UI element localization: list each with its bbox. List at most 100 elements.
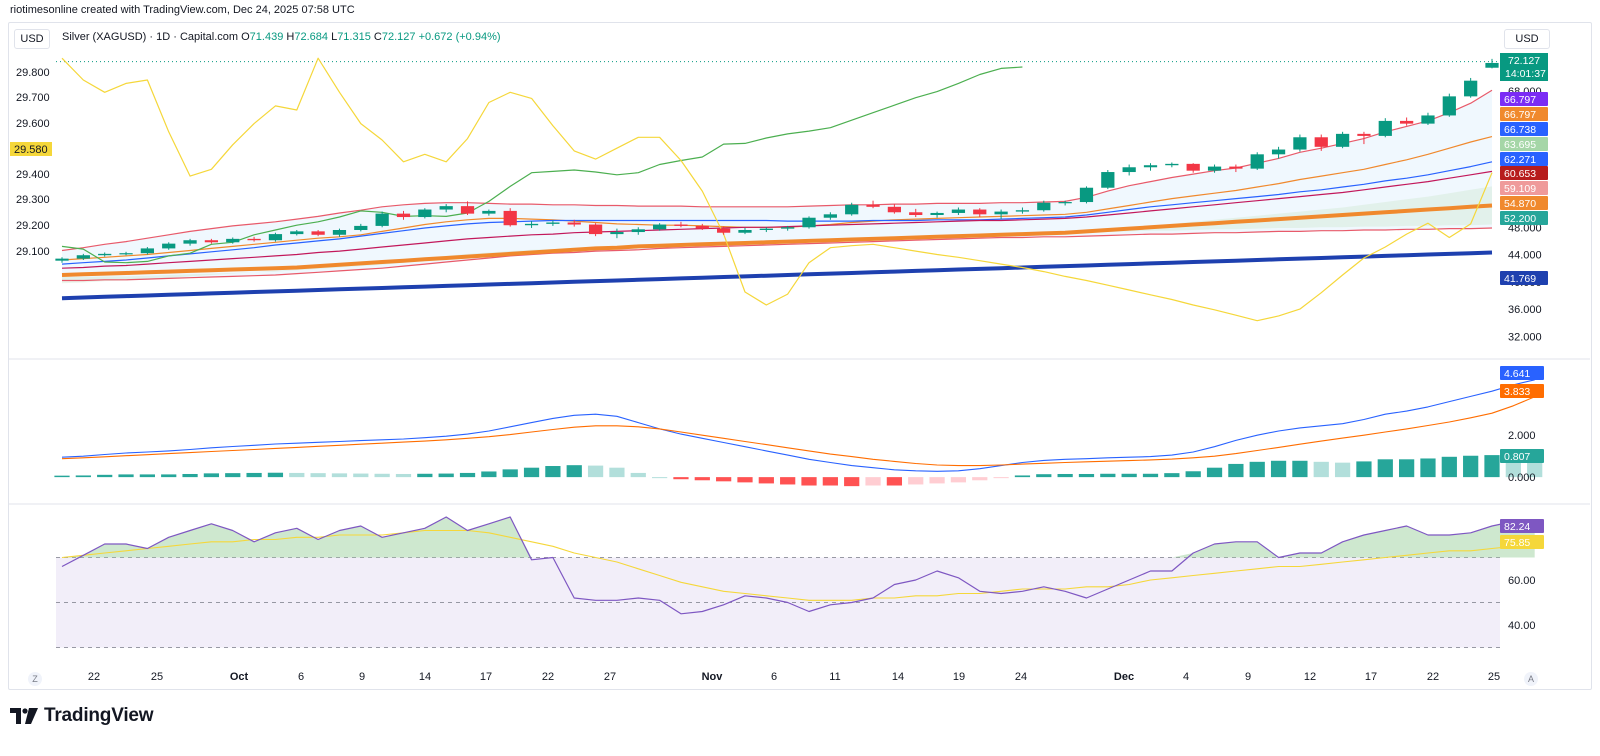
macd-axis-tick: 0.000 xyxy=(1508,472,1536,484)
ohlc-open: O71.439 xyxy=(241,31,284,43)
macd-signal-line xyxy=(61,396,1535,467)
macd-histogram-bar xyxy=(1441,456,1457,478)
candle-body xyxy=(332,230,347,235)
macd-histogram-bar xyxy=(1399,459,1415,478)
macd-histogram-bar xyxy=(929,477,945,484)
time-axis-tick: 17 xyxy=(480,671,492,683)
series-line-long-ma xyxy=(61,203,1493,277)
time-axis-tick: 22 xyxy=(1427,671,1439,683)
time-axis-tick: Dec xyxy=(1114,671,1134,683)
chart-canvas[interactable]: 29.80029.70029.60029.50029.40029.30029.2… xyxy=(0,0,1600,690)
macd-histogram-bar xyxy=(1377,459,1393,478)
candle-body xyxy=(1357,133,1371,136)
macd-histogram-bar xyxy=(502,469,518,478)
macd-histogram-bar xyxy=(459,472,476,478)
candle-body xyxy=(887,206,902,213)
candle-body xyxy=(588,224,603,235)
candle-body xyxy=(204,240,219,243)
candle-body xyxy=(1015,210,1030,212)
auto-scale-button[interactable]: A xyxy=(1524,672,1538,686)
left-axis-tick: 29.400 xyxy=(16,169,50,181)
macd-histogram-bar xyxy=(1249,461,1265,478)
macd-histogram-bar xyxy=(886,477,903,486)
price-tag-bg xyxy=(1500,196,1548,210)
price-tag-bg xyxy=(1500,122,1548,136)
left-axis-tick: 29.300 xyxy=(16,194,50,206)
price-tag: 41.769 xyxy=(1504,273,1536,285)
macd-histogram-bar xyxy=(545,466,561,478)
candle-body xyxy=(674,224,688,226)
macd-histogram-bar xyxy=(908,477,924,485)
price-tag: 66.738 xyxy=(1504,124,1536,136)
left-axis-tick: 29.200 xyxy=(16,220,50,232)
symbol-legend: Silver (XAGUSD) · 1D · Capital.com O71.4… xyxy=(62,31,501,43)
candle-body xyxy=(1400,120,1414,124)
last-price-tag: 72.127 xyxy=(1508,55,1540,67)
time-axis-tick: 27 xyxy=(604,671,616,683)
macd-histogram-bar xyxy=(1036,474,1052,478)
time-axis-tick: 11 xyxy=(829,671,840,683)
candle-body xyxy=(823,214,837,218)
candle-body xyxy=(1293,137,1307,150)
time-axis-tick: 25 xyxy=(1488,671,1500,683)
macd-histogram-bar xyxy=(523,467,540,478)
time-axis-tick: 14 xyxy=(419,671,431,683)
currency-button-left[interactable]: USD xyxy=(14,29,50,49)
candle-body xyxy=(994,211,1008,215)
series-line-yellow-overlay xyxy=(61,57,1493,322)
macd-histogram-bar xyxy=(1142,473,1159,478)
candle-body xyxy=(140,248,154,254)
series-line-bollinger-lower xyxy=(62,227,1493,282)
candle-body xyxy=(1101,172,1115,188)
macd-histogram-bar xyxy=(1356,461,1372,478)
macd-histogram-bar xyxy=(481,471,497,478)
candle-body xyxy=(1229,166,1243,169)
macd-histogram-bar xyxy=(1078,473,1095,478)
candle-body xyxy=(1378,120,1392,136)
candle-body xyxy=(1165,163,1179,166)
price-tag: 59.109 xyxy=(1504,183,1536,195)
macd-histogram-bar xyxy=(374,473,390,478)
price-tag-bg xyxy=(1500,92,1548,106)
candle-body xyxy=(1271,149,1286,155)
candle-body xyxy=(1250,154,1264,169)
candle-body xyxy=(781,227,795,229)
ohlc-high: H72.684 xyxy=(286,31,328,43)
candle-body xyxy=(1079,187,1094,203)
tradingview-wordmark: TradingView xyxy=(44,705,154,726)
price-tag: 54.870 xyxy=(1504,198,1536,210)
macd-histogram-bar xyxy=(716,477,732,482)
ohlc-low: L71.315 xyxy=(331,31,371,43)
candle-body xyxy=(717,228,731,233)
macd-histogram-bar xyxy=(822,477,838,486)
zoom-z-button[interactable]: Z xyxy=(28,672,42,686)
price-tag-bg xyxy=(1500,211,1548,225)
time-axis-tick: 9 xyxy=(359,671,365,683)
macd-histogram-bar xyxy=(1334,462,1351,478)
series-line-mid-ma xyxy=(61,161,1493,265)
candle-body xyxy=(268,234,283,241)
macd-histogram-bar xyxy=(310,473,326,478)
macd-histogram-bar xyxy=(844,477,860,487)
time-axis-tick: Nov xyxy=(702,671,724,683)
left-axis-tick: 29.600 xyxy=(16,118,50,130)
candle-body xyxy=(738,230,752,233)
candle-body xyxy=(1421,115,1435,124)
time-axis-tick: 25 xyxy=(151,671,163,683)
macd-line xyxy=(61,379,1535,472)
series-line-slow-ma xyxy=(61,170,1493,269)
macd-histogram-bar xyxy=(139,474,155,478)
price-tag-bg xyxy=(1500,271,1548,285)
candle-body xyxy=(98,253,112,256)
candle-body xyxy=(845,204,859,215)
right-axis-tick: 44.000 xyxy=(1508,250,1542,262)
macd-value-tag-bg xyxy=(1500,449,1544,463)
price-tag-bg xyxy=(1500,137,1548,151)
time-axis-tick: 22 xyxy=(88,671,100,683)
currency-button-right[interactable]: USD xyxy=(1504,29,1550,49)
candle-body xyxy=(418,209,432,218)
candle-body xyxy=(930,212,944,215)
symbol-title[interactable]: Silver (XAGUSD) · 1D · Capital.com xyxy=(62,31,239,43)
candle-body xyxy=(1314,137,1328,147)
candle-body xyxy=(1122,167,1136,173)
